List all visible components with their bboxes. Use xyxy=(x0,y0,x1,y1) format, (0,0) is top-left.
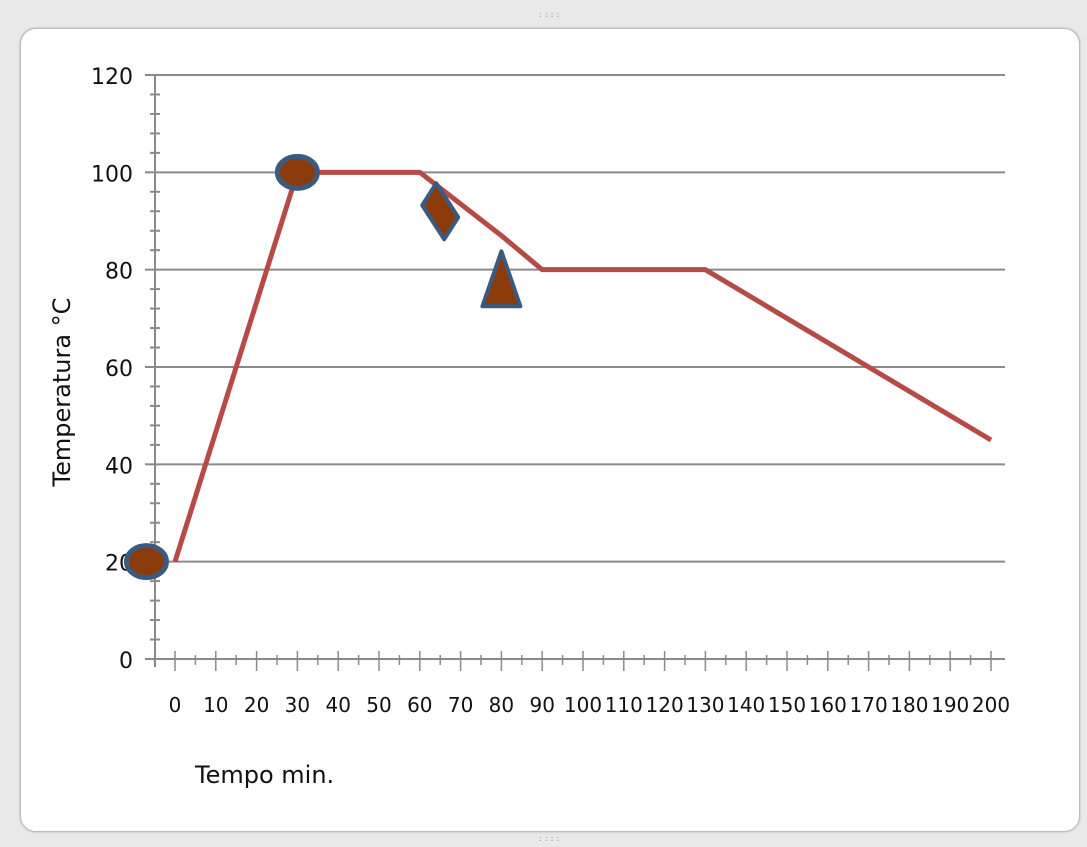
triangle-marker xyxy=(480,249,523,309)
x-tick-label: 150 xyxy=(768,693,806,717)
diamond-marker xyxy=(420,181,461,242)
x-tick-label: 130 xyxy=(686,693,724,717)
y-tick-label: 100 xyxy=(91,162,133,187)
x-tick-label: 20 xyxy=(244,693,269,717)
x-tick-label: 70 xyxy=(448,693,473,717)
ellipse-marker xyxy=(274,153,320,191)
y-tick-label: 120 xyxy=(91,65,133,90)
y-tick-label: 80 xyxy=(105,260,133,285)
y-axis-title: Temperatura °C xyxy=(48,298,76,488)
x-tick-label: 30 xyxy=(285,693,310,717)
x-tick-label: 10 xyxy=(203,693,228,717)
x-tick-label: 100 xyxy=(564,693,602,717)
x-tick-label: 200 xyxy=(972,693,1010,717)
y-tick-label: 40 xyxy=(105,454,133,479)
x-tick-label: 160 xyxy=(809,693,847,717)
x-tick-label: 120 xyxy=(646,693,684,717)
y-tick-label: 60 xyxy=(105,357,133,382)
x-tick-label: 170 xyxy=(850,693,888,717)
ellipse-marker xyxy=(123,543,169,581)
x-tick-label: 180 xyxy=(890,693,928,717)
resize-handle-top[interactable]: :::: xyxy=(538,10,562,19)
x-tick-label: 80 xyxy=(489,693,514,717)
x-axis-title: Tempo min. xyxy=(194,761,334,789)
x-tick-label: 140 xyxy=(727,693,765,717)
chart-area xyxy=(20,28,1080,832)
x-tick-label: 110 xyxy=(605,693,643,717)
y-tick-label: 0 xyxy=(119,649,133,674)
x-tick-label: 190 xyxy=(931,693,969,717)
resize-handle-bottom[interactable]: :::: xyxy=(538,834,562,843)
x-tick-label: 60 xyxy=(407,693,432,717)
x-tick-label: 50 xyxy=(366,693,391,717)
x-tick-label: 0 xyxy=(169,693,182,717)
x-tick-label: 40 xyxy=(325,693,350,717)
x-tick-label: 90 xyxy=(529,693,554,717)
